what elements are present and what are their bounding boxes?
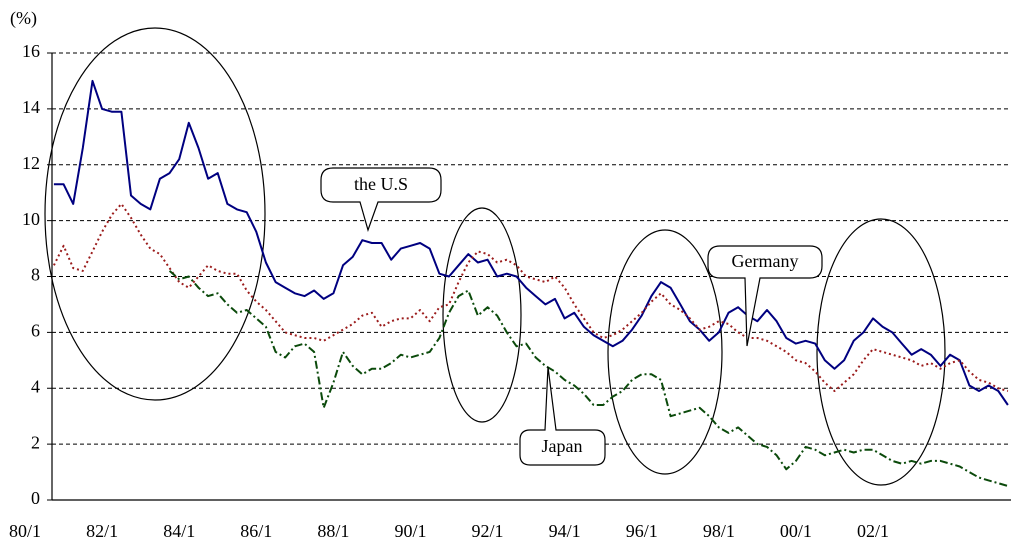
series-line	[168, 270, 1009, 487]
x-tick-label: 84/1	[163, 521, 195, 541]
x-tick-label: 96/1	[626, 521, 658, 541]
x-tick-label: 88/1	[317, 521, 349, 541]
y-tick-label: 16	[22, 41, 40, 61]
highlight-ellipse	[442, 207, 522, 423]
x-tick-label: 86/1	[240, 521, 272, 541]
annotation: the U.S	[354, 174, 408, 194]
x-tick-label: 00/1	[780, 521, 812, 541]
highlight-ellipse	[44, 27, 266, 401]
highlight-ellipse	[607, 229, 723, 475]
x-tick-label: 98/1	[703, 521, 735, 541]
y-tick-label: 10	[22, 209, 40, 229]
y-axis-label: (%)	[10, 8, 37, 29]
y-tick-label: 2	[31, 432, 40, 452]
annotation: Germany	[732, 251, 799, 271]
highlight-ellipse	[816, 218, 946, 486]
x-tick-label: 94/1	[549, 521, 581, 541]
series-line	[53, 79, 1009, 406]
y-tick-label: 4	[31, 376, 40, 396]
x-tick-label: 90/1	[394, 521, 426, 541]
x-tick-label: 80/1	[9, 521, 41, 541]
callout-box	[707, 245, 823, 347]
series-line	[53, 202, 1009, 392]
y-tick-label: 12	[22, 153, 40, 173]
ellipses	[44, 27, 946, 486]
x-tick-label: 92/1	[472, 521, 504, 541]
annotation: Japan	[542, 436, 583, 456]
y-tick-label: 0	[31, 488, 40, 508]
x-tick-label: 82/1	[86, 521, 118, 541]
x-tick-label: 02/1	[857, 521, 889, 541]
y-tick-label: 6	[31, 321, 40, 341]
callout-box	[519, 366, 606, 466]
callout-box	[320, 167, 442, 232]
y-tick-label: 8	[31, 265, 40, 285]
y-tick-label: 14	[22, 97, 40, 117]
callouts: the U.S Japan Germany	[320, 167, 823, 466]
